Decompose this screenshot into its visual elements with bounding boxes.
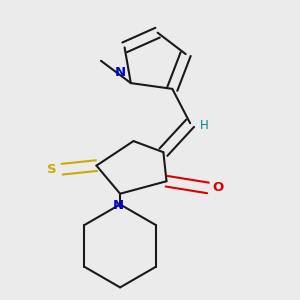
Text: O: O bbox=[212, 182, 224, 194]
Text: S: S bbox=[47, 163, 57, 176]
Text: N: N bbox=[112, 199, 123, 212]
Text: H: H bbox=[200, 119, 209, 132]
Text: N: N bbox=[114, 66, 125, 79]
